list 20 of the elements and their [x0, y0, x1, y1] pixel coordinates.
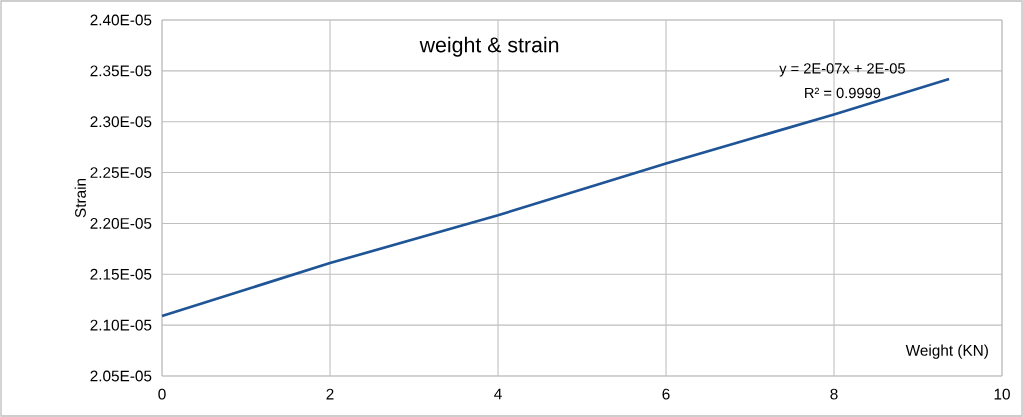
y-tick-label: 2.15E-05 [90, 268, 152, 280]
y-tick-label: 2.20E-05 [90, 217, 152, 229]
y-tick-label: 2.05E-05 [90, 370, 152, 382]
y-tick-label: 2.40E-05 [90, 14, 152, 26]
y-tick-label: 2.25E-05 [90, 167, 152, 178]
line-series [160, 77, 951, 318]
y-tick-label: 2.35E-05 [90, 65, 152, 77]
y-axis-title: Strain [74, 178, 86, 218]
x-axis-title: Weight (KN) [905, 344, 988, 359]
x-tick-label: 2 [326, 388, 334, 400]
x-tick-label: 6 [662, 388, 670, 400]
x-tick-label: 10 [994, 388, 1010, 400]
y-tick-label: 2.10E-05 [90, 319, 152, 331]
y-tick-label: 2.30E-05 [90, 116, 152, 128]
x-tick-label: 4 [494, 388, 502, 400]
x-tick-label: 0 [158, 388, 166, 400]
annotation: R² = 0.9999 [805, 87, 881, 99]
annotation: y = 2E-07x + 2E-05 [779, 63, 905, 77]
text: weight & strain [419, 36, 559, 57]
x-tick-label: 8 [830, 388, 838, 400]
